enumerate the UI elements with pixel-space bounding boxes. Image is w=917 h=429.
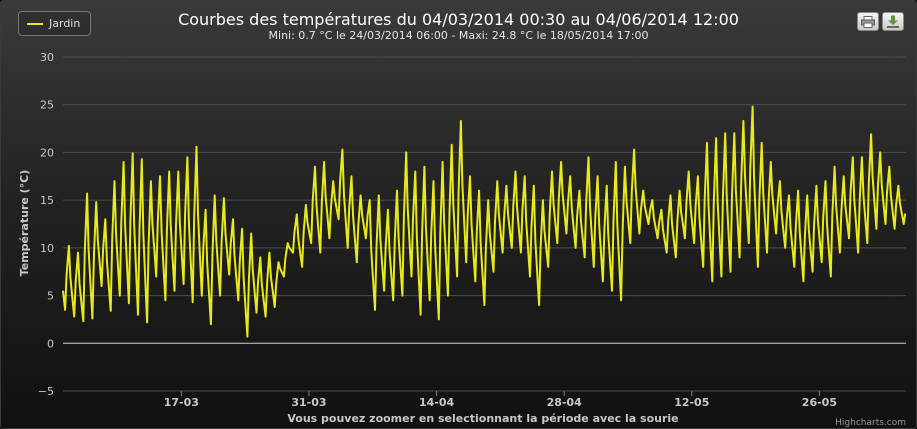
y-tick-label: 25: [40, 99, 54, 112]
y-tick-label: 10: [40, 242, 54, 255]
credits-link[interactable]: Highcharts.com: [835, 418, 906, 428]
y-tick-label: 5: [47, 290, 54, 303]
chart-title: Courbes des températures du 04/03/2014 0…: [178, 10, 739, 29]
download-icon: [887, 15, 899, 28]
x-tick-label: 14-04: [419, 396, 455, 409]
y-tick-label: 20: [40, 146, 54, 159]
x-axis-ticks: 17-03 31-03 14-04 28-04 12-05 26-05: [164, 391, 837, 409]
x-tick-label: 26-05: [802, 396, 837, 409]
y-axis-ticks: −5 0 5 10 15 20 25 30: [38, 51, 54, 398]
legend-line-swatch: [27, 22, 43, 25]
printer-icon: [861, 15, 875, 28]
print-button[interactable]: [857, 12, 879, 31]
x-tick-label: 31-03: [291, 396, 326, 409]
x-tick-label: 12-05: [674, 396, 709, 409]
legend-item-jardin[interactable]: Jardin: [18, 11, 92, 36]
y-tick-label: 0: [47, 337, 54, 350]
legend-label: Jardin: [49, 17, 81, 30]
y-tick-label: −5: [38, 385, 54, 398]
x-axis-title: Vous pouvez zoomer en selectionnant la p…: [287, 412, 678, 425]
x-tick-label: 28-04: [547, 396, 583, 409]
chart-subtitle: Mini: 0.7 °C le 24/03/2014 06:00 - Maxi:…: [268, 29, 649, 42]
y-tick-label: 15: [40, 194, 54, 207]
export-button[interactable]: [882, 12, 904, 31]
y-tick-label: 30: [40, 51, 54, 64]
x-tick-label: 17-03: [164, 396, 199, 409]
y-axis-title: Température (°C): [18, 170, 31, 277]
series-line-jardin[interactable]: [62, 105, 907, 338]
